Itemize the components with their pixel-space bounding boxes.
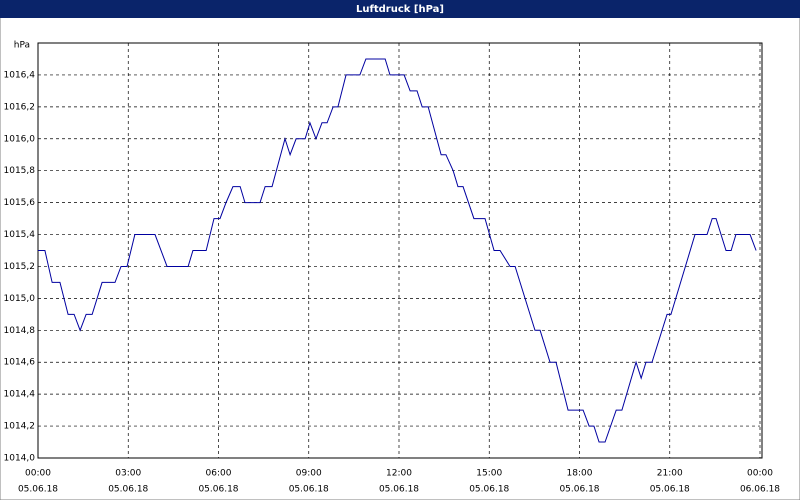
y-axis-label: hPa [14, 41, 30, 51]
x-tick-label: 00:00 [747, 469, 773, 479]
y-tick-label: 1014,8 [4, 326, 36, 336]
x-tick-label: 06:00 [206, 469, 232, 479]
x-tick-label: 18:00 [567, 469, 593, 479]
x-tick-date: 05.06.18 [108, 485, 148, 495]
data-line [38, 58, 757, 443]
x-tick-label: 03:00 [115, 469, 141, 479]
x-tick-date: 05.06.18 [469, 485, 509, 495]
x-tick-date: 05.06.18 [289, 485, 329, 495]
y-tick-label: 1014,0 [4, 454, 36, 464]
x-tick-label: 00:00 [25, 469, 51, 479]
x-tick-date: 05.06.18 [18, 485, 58, 495]
x-tick-date: 05.06.18 [379, 485, 419, 495]
chart-title: Luftdruck [hPa] [356, 4, 444, 15]
title-bar [0, 0, 800, 18]
y-tick-label: 1014,2 [4, 422, 36, 432]
y-tick-label: 1015,8 [4, 166, 36, 176]
y-tick-label: 1014,6 [4, 358, 36, 368]
x-tick-date: 05.06.18 [559, 485, 599, 495]
y-tick-label: 1015,6 [4, 198, 36, 208]
x-tick-label: 21:00 [657, 469, 683, 479]
y-tick-label: 1015,4 [4, 230, 36, 240]
x-tick-date: 05.06.18 [650, 485, 690, 495]
y-tick-label: 1014,4 [4, 390, 36, 400]
y-tick-label: 1016,0 [4, 134, 36, 144]
x-tick-label: 12:00 [386, 469, 412, 479]
x-tick-label: 15:00 [476, 469, 502, 479]
y-tick-label: 1015,2 [4, 262, 36, 272]
x-tick-date: 05.06.18 [198, 485, 238, 495]
y-tick-label: 1016,2 [4, 102, 36, 112]
x-tick-label: 09:00 [296, 469, 322, 479]
y-tick-label: 1015,0 [4, 294, 36, 304]
x-tick-date: 06.06.18 [740, 485, 780, 495]
y-tick-label: 1016,4 [4, 70, 36, 80]
